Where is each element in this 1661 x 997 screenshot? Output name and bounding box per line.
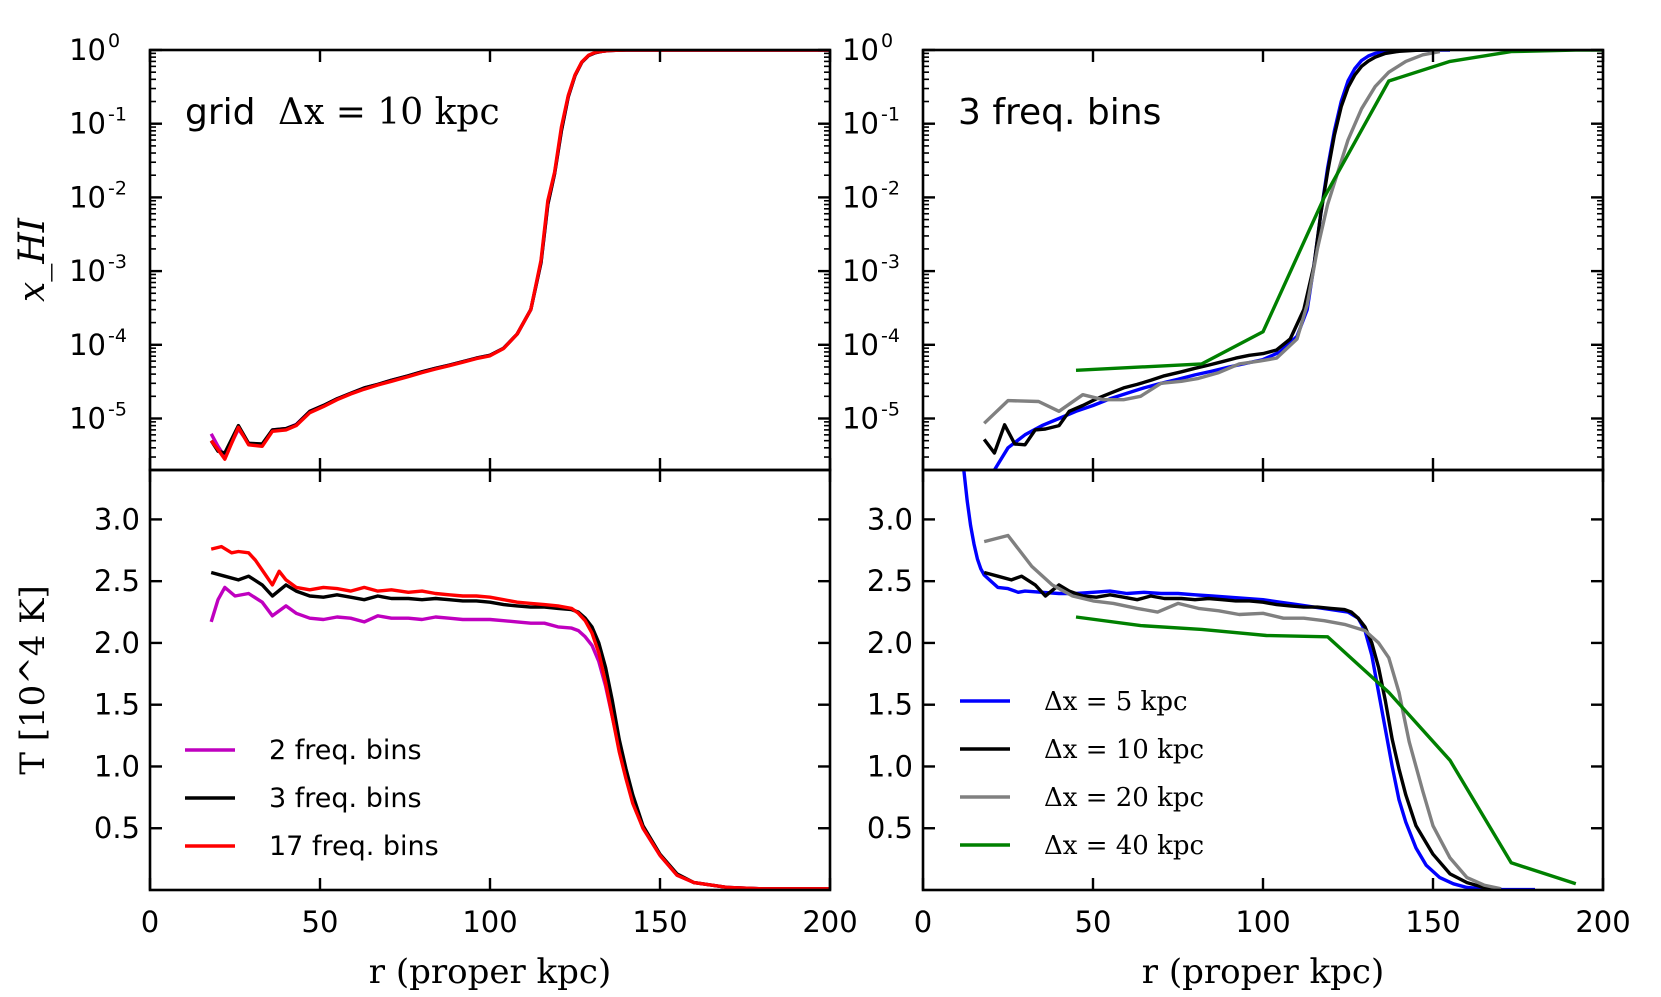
y-tick-label: 10 xyxy=(842,401,879,435)
legend-label: Δx = 5 kpc xyxy=(1044,687,1188,717)
y-tick-exponent: -4 xyxy=(881,325,900,347)
legend-label: Δx = 20 kpc xyxy=(1044,783,1204,813)
y-tick-label: 10 xyxy=(69,328,106,362)
y-tick-label: 10 xyxy=(842,328,879,362)
y-tick-label: 10 xyxy=(69,107,106,141)
y-tick-label: 2.0 xyxy=(867,626,913,660)
y-tick-label: 0.5 xyxy=(867,811,913,845)
plot-area-bottom-right xyxy=(962,470,1577,890)
legend-bottom-left: 2 freq. bins 3 freq. bins 17 freq. bins xyxy=(185,735,439,862)
y-tick-label: 1.5 xyxy=(94,688,140,722)
x-label-right: r (proper kpc) xyxy=(1142,952,1384,992)
series-line-br-1 xyxy=(983,570,1502,890)
y-label-bottom-text: T [10^4 K] xyxy=(13,585,53,775)
y-tick-exponent: -4 xyxy=(108,325,127,347)
y-ticks-bottom-right: 0.5 1.0 1.5 2.0 2.5 3.0 xyxy=(867,502,1603,845)
y-tick-exponent: -2 xyxy=(108,177,127,199)
y-tick-exponent: -1 xyxy=(881,104,900,126)
y-ticks-bottom-left: 0.5 1.0 1.5 2.0 2.5 3.0 xyxy=(94,502,830,845)
y-tick-label: 10 xyxy=(842,33,879,67)
series-line-br-3 xyxy=(1075,615,1577,886)
x-tick-label: 150 xyxy=(632,905,687,939)
panel-title-prefix: grid xyxy=(185,92,256,133)
y-tick-exponent: -5 xyxy=(108,398,127,420)
y-tick-label: 10 xyxy=(69,33,106,67)
y-tick-label: 3.0 xyxy=(867,502,913,536)
legend-bottom-right: Δx = 5 kpc Δx = 10 kpc Δx = 20 kpc Δx = 40 … xyxy=(960,687,1204,861)
y-tick-label: 10 xyxy=(842,254,879,288)
y-tick-label: 1.0 xyxy=(867,749,913,783)
y-tick-exponent: -3 xyxy=(881,251,900,273)
panel-bottom-right: 0.5 1.0 1.5 2.0 2.5 3.0 0 50 100 150 200 Δx = 5 k… xyxy=(867,468,1631,939)
x-tick-label: 100 xyxy=(1235,905,1290,939)
x-tick-label: 0 xyxy=(141,905,159,939)
legend-label: Δx = 10 kpc xyxy=(1044,735,1204,765)
y-tick-label: 1.0 xyxy=(94,749,140,783)
y-tick-label: 10 xyxy=(842,180,879,214)
y-tick-exponent: -5 xyxy=(881,398,900,420)
x-tick-label: 200 xyxy=(1575,905,1630,939)
y-tick-label: 3.0 xyxy=(94,502,140,536)
legend-label: 3 freq. bins xyxy=(269,783,422,814)
x-tick-label: 100 xyxy=(462,905,517,939)
y-tick-exponent: 0 xyxy=(108,30,120,52)
y-tick-exponent: 0 xyxy=(881,30,893,52)
y-tick-exponent: -3 xyxy=(108,251,127,273)
y-tick-label: 2.5 xyxy=(867,564,913,598)
y-tick-label: 10 xyxy=(69,180,106,214)
series-line-tr-1 xyxy=(982,50,1434,455)
y-tick-label: 2.0 xyxy=(94,626,140,660)
y-label-top: x_HI xyxy=(12,217,53,302)
series-line-tr-0 xyxy=(992,50,1450,470)
series-line-br-2 xyxy=(983,533,1502,890)
y-label-top-text: x_HI xyxy=(12,217,53,302)
panel-title-top-left: grid Δx = 10 kpc xyxy=(185,92,500,133)
axes-frame-bottom-right xyxy=(921,468,1605,892)
y-tick-label: 10 xyxy=(69,401,106,435)
x-tick-label: 150 xyxy=(1405,905,1460,939)
x-ticks-bottom-left: 0 50 100 150 200 xyxy=(141,470,858,939)
x-tick-label: 200 xyxy=(802,905,857,939)
plot-area-bottom-left xyxy=(209,544,830,890)
y-tick-label: 2.5 xyxy=(94,564,140,598)
y-tick-label: 0.5 xyxy=(94,811,140,845)
series-line-br-0 xyxy=(962,470,1536,890)
x-tick-label: 0 xyxy=(914,905,932,939)
y-tick-exponent: -1 xyxy=(108,104,127,126)
panel-bottom-left: 0.5 1.0 1.5 2.0 2.5 3.0 0 50 100 150 200 2 freq. … xyxy=(94,468,858,939)
y-tick-label: 10 xyxy=(69,254,106,288)
legend-label: Δx = 40 kpc xyxy=(1044,831,1204,861)
panel-title-math: Δx = 10 kpc xyxy=(278,92,500,133)
x-tick-label: 50 xyxy=(1075,905,1112,939)
y-tick-label: 1.5 xyxy=(867,688,913,722)
axes-frame-bottom-left xyxy=(148,468,832,892)
legend-label: 17 freq. bins xyxy=(269,831,439,862)
y-tick-exponent: -2 xyxy=(881,177,900,199)
x-ticks-bottom-right: 0 50 100 150 200 xyxy=(914,470,1631,939)
series-line-tr-2 xyxy=(983,50,1441,425)
y-label-bottom: T [10^4 K] xyxy=(13,585,53,775)
series-line-bl-2 xyxy=(210,544,830,890)
y-tick-label: 10 xyxy=(842,107,879,141)
legend-label: 2 freq. bins xyxy=(269,735,422,766)
series-line-bl-1 xyxy=(210,570,830,890)
panel-title-top-right: 3 freq. bins xyxy=(958,92,1161,133)
x-tick-label: 50 xyxy=(302,905,339,939)
x-label-left: r (proper kpc) xyxy=(369,952,611,992)
